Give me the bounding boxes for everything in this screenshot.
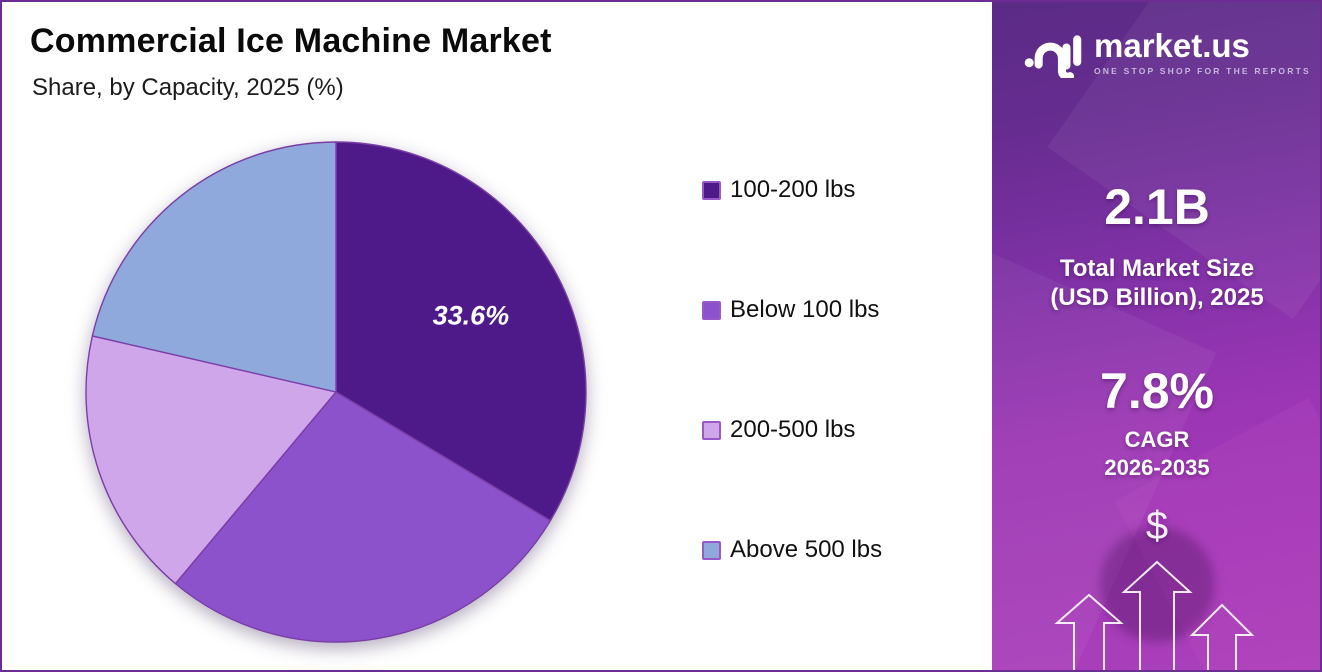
legend-swatch [702, 300, 721, 320]
arrow-right [1189, 603, 1255, 670]
pie-slice-above-500-lbs [91, 141, 337, 393]
legend-label: 200-500 lbs [730, 416, 856, 443]
cagr-label-line2: 2026-2035 [1104, 454, 1210, 480]
arrow-middle [1121, 560, 1193, 670]
pie-slice-value-label: 33.6% [433, 301, 510, 331]
legend-item-below-100-lbs: Below 100 lbs [702, 293, 882, 327]
brand-logo: market.us ONE STOP SHOP FOR THE REPORTS [1024, 26, 1311, 78]
legend-item-100-200-lbs: 100-200 lbs [702, 173, 882, 207]
sidebar: market.us ONE STOP SHOP FOR THE REPORTS … [992, 2, 1320, 670]
market-size-label-line1: Total Market Size [1059, 255, 1255, 282]
arrow-left [1054, 593, 1124, 670]
cagr-label: CAGR 2026-2035 [992, 426, 1320, 481]
cagr-value: 7.8% [1100, 363, 1214, 419]
chart-panel: Commercial Ice Machine Market Share, by … [2, 2, 992, 670]
pie-chart: 33.6% [85, 141, 587, 643]
legend-swatch [702, 180, 721, 200]
legend-item-200-500-lbs: 200-500 lbs [702, 413, 882, 447]
chart-subtitle: Share, by Capacity, 2025 (%) [32, 74, 344, 101]
market-size-label: Total Market Size (USD Billion), 2025 [992, 254, 1320, 313]
brand-name: market.us [1094, 26, 1250, 64]
market-size-value: 2.1B [1104, 179, 1210, 235]
pie-slice-200-500-lbs [85, 335, 337, 585]
growth-arrows-icon [1054, 560, 1255, 670]
pie-slice-100-200-lbs [335, 141, 587, 522]
legend: 100-200 lbs Below 100 lbs 200-500 lbs Ab… [702, 173, 882, 567]
pie-slice-below-100-lbs [174, 391, 552, 643]
market-size-label-line2: (USD Billion), 2025 [1050, 284, 1264, 312]
legend-label: 100-200 lbs [730, 176, 856, 203]
legend-label: Above 500 lbs [730, 536, 883, 563]
brand-tagline: ONE STOP SHOP FOR THE REPORTS [1094, 65, 1311, 76]
legend-item-above-500-lbs: Above 500 lbs [702, 533, 882, 567]
legend-swatch [702, 540, 721, 560]
legend-label: Below 100 lbs [730, 296, 880, 323]
cagr-label-line1: CAGR [1124, 427, 1190, 452]
legend-swatch [702, 420, 721, 440]
dollar-icon: $ [1145, 504, 1169, 548]
brand-text: market.us ONE STOP SHOP FOR THE REPORTS [1094, 29, 1311, 76]
page-title: Commercial Ice Machine Market [30, 22, 552, 60]
marketus-logo-icon [1024, 35, 1082, 78]
